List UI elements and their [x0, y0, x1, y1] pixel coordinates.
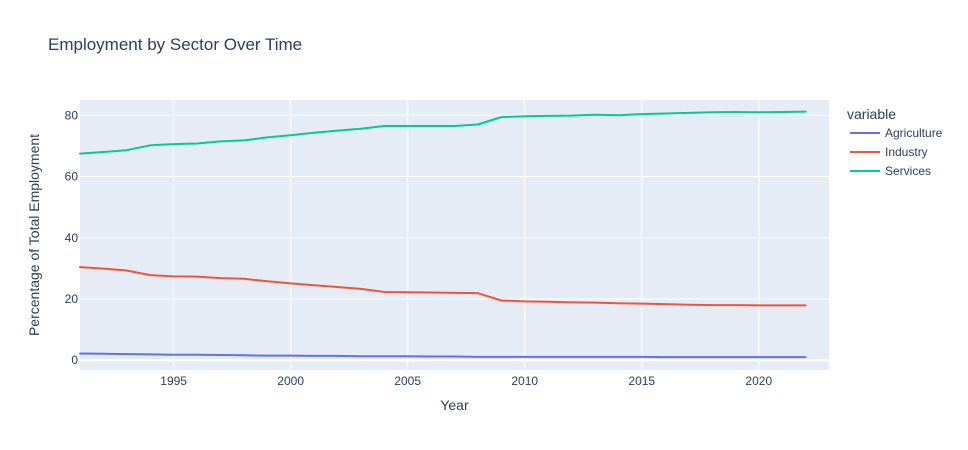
legend: variable Agriculture Industry Services [847, 106, 943, 178]
y-tick-label: 60 [65, 170, 79, 184]
x-gridlines [173, 100, 760, 370]
legend-item-agriculture[interactable]: Agriculture [850, 126, 943, 140]
x-tick-label: 2010 [511, 374, 538, 388]
y-tick-label: 20 [65, 292, 79, 306]
y-gridlines [80, 114, 829, 362]
x-tick-label: 2000 [277, 374, 304, 388]
series-line-industry [79, 266, 807, 307]
x-axis-title: Year [440, 397, 469, 413]
chart-title: Employment by Sector Over Time [48, 35, 302, 54]
series-line-agriculture [79, 352, 807, 359]
series-line-services [79, 110, 807, 155]
y-tick-label: 80 [65, 108, 79, 122]
series-lines [79, 110, 807, 359]
legend-item-industry[interactable]: Industry [850, 145, 928, 159]
y-tick-labels: 0 20 40 60 80 [65, 108, 79, 367]
x-tick-label: 1995 [160, 374, 187, 388]
y-tick-label: 40 [65, 231, 79, 245]
legend-item-services[interactable]: Services [850, 164, 931, 178]
x-tick-labels: 1995 2000 2005 2010 2015 2020 [160, 374, 772, 388]
y-tick-label: 0 [71, 353, 78, 367]
x-tick-label: 2015 [628, 374, 655, 388]
legend-label: Industry [885, 145, 928, 159]
legend-label: Services [885, 164, 931, 178]
x-tick-label: 2020 [745, 374, 772, 388]
plot-area [80, 100, 829, 370]
legend-title: variable [847, 106, 896, 122]
legend-label: Agriculture [885, 126, 943, 140]
y-axis-title: Percentage of Total Employment [26, 134, 42, 336]
x-tick-label: 2005 [394, 374, 421, 388]
